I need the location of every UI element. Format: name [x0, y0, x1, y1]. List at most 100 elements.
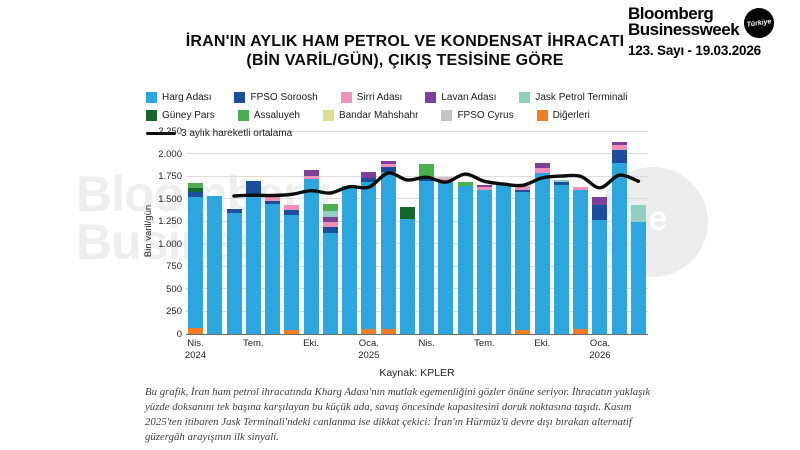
segment-harg: [265, 204, 280, 334]
segment-soroosh: [265, 200, 280, 205]
turkiye-badge: Türkiye: [742, 6, 777, 40]
y-tick-label: 0: [176, 329, 182, 340]
segment-digerleri: [284, 330, 300, 334]
legend-item-harg-adas: Harg Adası: [146, 92, 211, 103]
bar-eki-2024: [303, 170, 319, 334]
issue-date: 123. Sayı - 19.03.2026: [628, 43, 761, 58]
segment-harg: [611, 162, 627, 334]
segment-sirri: [303, 175, 319, 179]
bar-kas-2025: [553, 179, 569, 334]
y-tick-label: 250: [166, 306, 182, 318]
segment-harg: [284, 214, 300, 331]
x-tick-label-eki: Eki.: [303, 338, 319, 349]
legend-line-swatch: [146, 132, 176, 135]
bar-may-2024: [207, 195, 223, 334]
segment-sirri: [515, 186, 531, 190]
y-tick-label: 2.250: [158, 126, 182, 137]
legend-color-swatch: [322, 110, 334, 121]
gridline-0: [186, 333, 648, 335]
segment-assaluyeh: [322, 203, 338, 211]
legend-color-swatch: [441, 110, 453, 121]
segment-sirri: [284, 205, 300, 210]
segment-harg: [457, 186, 473, 334]
plot-area: [186, 130, 648, 335]
bar-tem-2025: [476, 184, 492, 334]
segment-lavan: [303, 170, 319, 176]
bar-ara-2024: [342, 186, 357, 334]
segment-digerleri: [188, 327, 203, 334]
gridline-250: [186, 310, 648, 312]
gridline-1250: [186, 220, 648, 222]
y-axis-ticks: 0 250 500 750 1.000 1.250 1.500 1.750 2.000 2.250: [140, 126, 182, 340]
y-tick-label: 750: [166, 261, 182, 273]
bar-oca-2025: [361, 172, 377, 334]
segment-lavan: [534, 162, 550, 169]
legend-item-sirri-adas: Sirri Adası: [340, 92, 403, 103]
legend-label: Bandar Mahshahr: [338, 110, 419, 121]
segment-harg: [226, 213, 242, 334]
legend-color-swatch: [146, 110, 157, 121]
x-axis-ticks: Nis. 2024 Tem. Eki. Oca. 2025 Nis. Tem. Eki. Oca.…: [184, 338, 648, 366]
legend-item-fpso-soroosh: FPSO Soroosh: [234, 92, 318, 103]
bar-mar-2026: [630, 205, 646, 334]
segment-digerleri: [380, 328, 396, 334]
x-tick-label-nis: Nis.: [418, 338, 435, 349]
segment-jask: [630, 205, 646, 222]
legend-label: Güney Pars: [162, 110, 215, 121]
bar-haz-2025: [457, 182, 473, 334]
segment-lavan: [322, 217, 338, 222]
segment-harg: [496, 185, 511, 334]
segment-digerleri: [361, 328, 377, 334]
y-tick-label: 500: [166, 283, 182, 295]
bar-nis-2024: [188, 183, 203, 334]
segment-sirri: [611, 144, 627, 151]
segment-harg: [515, 192, 531, 330]
chart-title: İRAN'IN AYLIK HAM PETROL VE KONDENSAT İH…: [185, 33, 625, 69]
segment-soroosh: [226, 208, 242, 214]
gridline-500: [186, 288, 648, 290]
bar-tem-2024: [245, 181, 261, 334]
gridline-2250: [186, 130, 648, 132]
segment-assaluyeh: [188, 183, 203, 189]
bar-oca-2026: [592, 196, 608, 334]
segment-sirri: [573, 186, 588, 190]
segment-assaluyeh: [457, 182, 473, 187]
segment-sirri: [322, 221, 338, 227]
moving-average-line: [232, 171, 641, 198]
x-tick-label-tem: Tem.: [242, 338, 264, 349]
y-tick-label: 1.250: [158, 216, 182, 228]
y-tick-label: 2.000: [158, 148, 182, 160]
segment-harg: [188, 196, 203, 328]
segment-sirri: [476, 186, 492, 190]
legend-color-swatch: [234, 92, 246, 103]
masthead: Bloomberg Businessweek Türkiye 123. Sayı…: [628, 4, 777, 58]
segment-cyrus: [438, 176, 454, 180]
segment-soroosh: [188, 191, 203, 197]
legend-color-swatch: [425, 92, 437, 103]
legend-color-swatch: [519, 92, 531, 103]
segment-soroosh: [245, 181, 261, 194]
segment-sirri: [380, 163, 396, 167]
legend-label: Sirri Adası: [356, 92, 403, 103]
segment-harg: [303, 178, 319, 334]
segment-soroosh: [611, 150, 627, 163]
legend-item-fpso-cyrus: FPSO Cyrus: [441, 110, 514, 121]
bar-ub-2025: [380, 161, 396, 334]
bar-eki-2025: [534, 162, 550, 334]
segment-harg: [476, 189, 492, 334]
legend-item-di-erleri: Diğerleri: [536, 110, 590, 121]
segment-guney_pars: [188, 188, 203, 192]
segment-soroosh: [284, 209, 300, 215]
legend-label: Diğerleri: [552, 110, 590, 121]
segment-harg: [322, 232, 338, 334]
legend-item-bandar-mahshahr: Bandar Mahshahr: [322, 110, 419, 121]
y-axis-title: Bin varil/gün: [143, 204, 154, 258]
x-tick-label-eki: Eki.: [534, 338, 551, 349]
legend-item-lavan-adas: Lavan Adası: [425, 92, 496, 103]
bar-ub-2026: [611, 141, 627, 334]
segment-sirri: [265, 196, 280, 201]
x-tick-label-nis-2024: Nis. 2024: [184, 338, 207, 361]
segment-harg: [380, 171, 396, 329]
brand-logo: Bloomberg Businessweek: [628, 4, 740, 39]
segment-assaluyeh: [419, 163, 434, 177]
